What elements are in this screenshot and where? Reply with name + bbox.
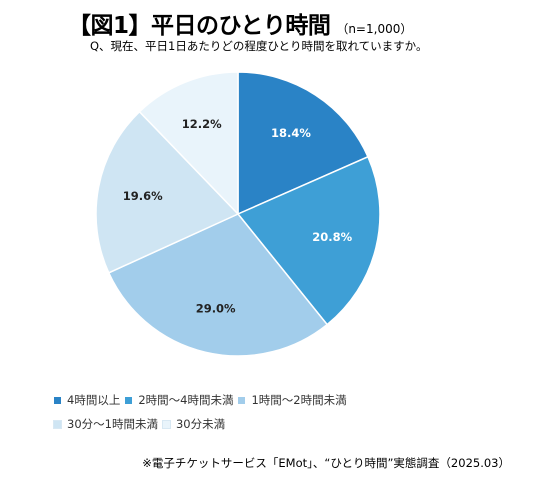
legend-swatch [53,419,62,429]
title-text: 【図1】平日のひとり時間 [68,13,331,39]
pie-chart: 18.4% 20.8% 29.0% 19.6% 12.2% [95,71,381,357]
pie-slice-30m-1h [95,110,240,274]
legend-label: 4時間以上 [67,393,121,407]
legend-item-under-30m: 30分未満 [161,416,226,432]
chart-legend: 4時間以上 2時間～4時間未満 1時間～2時間未満 30分～1時間未満 30分未満 [53,392,494,440]
legend-swatch [238,396,246,404]
pie-slice-1h-2h [107,213,329,357]
legend-item-4h-plus: 4時間以上 [54,392,120,408]
legend-label: 2時間～4時間未満 [138,393,234,407]
legend-item-30m-1h: 30分～1時間未満 [53,416,158,432]
data-label-4h-plus: 18.4% [271,126,311,140]
data-label-1h-2h: 29.0% [196,301,236,315]
data-label-30m-1h: 19.6% [123,189,163,203]
legend-label: 1時間～2時間未満 [251,393,347,407]
pie-slice-under-30m [138,71,239,216]
chart-title: 【図1】平日のひとり時間 （n=1,000） [68,6,412,40]
legend-item-2h-4h: 2時間～4時間未満 [125,392,233,408]
legend-swatch [125,396,133,404]
data-label-2h-4h: 20.8% [312,230,352,244]
legend-label: 30分～1時間未満 [67,417,158,431]
survey-question: Q、現在、平日1日あたりどの程度ひとり時間を取れていますか。 [90,39,428,53]
data-label-under-30m: 12.2% [182,117,222,131]
legend-swatch [54,396,61,404]
source-note: ※電子チケットサービス「EMot」、“ひとり時間”実態調査（2025.03） [142,456,510,470]
pie-slice-4h-plus [237,71,369,216]
legend-label: 30分未満 [175,417,226,431]
legend-item-1h-2h: 1時間～2時間未満 [238,392,347,408]
pie-slice-2h-4h [236,155,381,326]
legend-row: 30分～1時間未満 30分未満 [53,416,494,432]
legend-swatch [161,419,171,429]
legend-row: 4時間以上 2時間～4時間未満 1時間～2時間未満 [54,392,494,408]
sample-size-note: （n=1,000） [336,22,413,36]
